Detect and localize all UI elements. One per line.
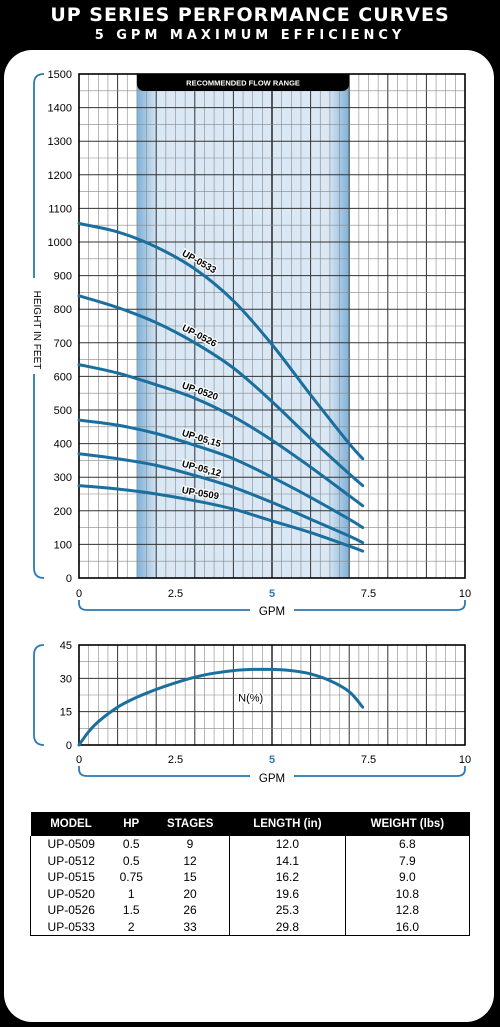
- table-row: UP-0533 2 33 29.8 16.0: [30, 918, 471, 936]
- column-header: WEIGHT (lbs): [345, 812, 470, 836]
- band-label-tab: [136, 74, 350, 91]
- table-cell: 2: [111, 918, 151, 936]
- column-header: LENGTH (in): [229, 812, 346, 836]
- bottom-x-tick-label: 2.5: [168, 754, 183, 766]
- table-row: UP-0515 0.75 15 16.2 9.0: [30, 869, 471, 886]
- table-cell: 10.8: [345, 885, 471, 902]
- table-row: UP-0512 0.5 12 14.1 7.9: [30, 852, 471, 869]
- top-y-label-bg: [28, 278, 40, 374]
- top-y-tick-label: 400: [54, 439, 72, 451]
- top-y-tick-label: 0: [66, 573, 72, 585]
- efficiency-curve: [77, 667, 365, 747]
- top-y-tick-label: 300: [54, 472, 72, 484]
- top-y-tick-label: 500: [54, 405, 72, 417]
- top-y-tick-label: 1200: [48, 170, 72, 182]
- page-title: UP SERIES PERFORMANCE CURVES: [50, 4, 450, 26]
- table-cell: UP-0515: [30, 869, 112, 886]
- table-cell: 29.8: [229, 918, 346, 936]
- top-y-tick-label: 100: [54, 539, 72, 551]
- bottom-y-bracket: [33, 644, 45, 746]
- table-cell: 0.5: [122, 837, 140, 852]
- top-x-tick-label: 2.5: [168, 588, 183, 600]
- band-label: RECOMMENDED FLOW RANGE: [186, 79, 300, 88]
- spec-table-header: MODEL HP STAGES LENGTH (in) WEIGHT (lbs): [30, 812, 470, 836]
- table-cell: UP-0512: [30, 852, 112, 869]
- table-cell: 0.75: [119, 870, 143, 885]
- table-cell: UP-0520: [30, 885, 112, 902]
- table-cell: UP-0509: [30, 836, 112, 853]
- curve-up-0520: [77, 363, 365, 508]
- bottom-y-tick-label: 0: [66, 740, 72, 752]
- top-y-tick-label: 900: [54, 271, 72, 283]
- bottom-y-tick-label: 45: [60, 640, 72, 652]
- bottom-plot-frame: [78, 644, 466, 746]
- column-header: MODEL: [30, 812, 112, 836]
- table-cell: 20: [183, 886, 197, 901]
- bottom-x-label-bg: [250, 770, 294, 782]
- top-y-tick-label: 1100: [48, 203, 72, 215]
- top-y-tick-label: 600: [54, 371, 72, 383]
- top-y-tick-label: 1300: [48, 136, 72, 148]
- bottom-x-tick-label: 10: [459, 754, 471, 766]
- top-y-tick-label: 700: [54, 338, 72, 350]
- table-cell: 1.5: [122, 903, 140, 918]
- top-x-axis-label: GPM: [259, 606, 285, 618]
- table-cell: 19.6: [229, 885, 346, 902]
- table-cell: 12: [183, 853, 197, 868]
- table-cell: 0.5: [122, 853, 140, 868]
- table-cell: 25.3: [229, 902, 346, 919]
- efficiency-curve-label: N(%): [238, 692, 263, 704]
- bottom-x-axis-label: GPM: [259, 773, 285, 785]
- table-cell: 16.0: [345, 918, 471, 936]
- top-y-axis-label: HEIGHT IN FEET: [31, 291, 42, 370]
- top-y-tick-label: 1400: [48, 103, 72, 115]
- spec-table-body: UP-0509 0.5 9 12.0 6.8 UP-0512 0.5 12 14.1 7.9 UP-…: [30, 836, 471, 936]
- table-cell: 16.2: [229, 869, 346, 886]
- table-cell: 1: [127, 886, 135, 901]
- curve-up-05-12: [77, 452, 365, 545]
- table-cell: UP-0526: [30, 902, 112, 919]
- column-header: HP: [111, 812, 151, 836]
- bottom-y-tick-label: 15: [60, 707, 72, 719]
- page-subtitle: 5 GPM MAXIMUM EFFICIENCY: [94, 28, 406, 43]
- top-y-tick-label: 800: [54, 304, 72, 316]
- table-cell: 7.9: [345, 852, 471, 869]
- curve-up-0526: [77, 294, 365, 488]
- top-x-tick-label: 7.5: [361, 588, 376, 600]
- spec-table: MODEL HP STAGES LENGTH (in) WEIGHT (lbs) UP-…: [30, 812, 471, 936]
- table-row: UP-0509 0.5 9 12.0 6.8: [30, 836, 471, 853]
- table-cell: 12.0: [229, 836, 346, 853]
- table-row: UP-0526 1.5 26 25.3 12.8: [30, 902, 471, 919]
- table-cell: 14.1: [229, 852, 346, 869]
- curve-up-05-15: [77, 418, 365, 530]
- bottom-x-tick-label: 5: [269, 754, 275, 766]
- bottom-x-tick-label: 0: [76, 754, 82, 766]
- table-cell: 9: [186, 837, 194, 852]
- top-y-tick-label: 1000: [48, 237, 72, 249]
- table-cell: 33: [151, 918, 230, 936]
- curve-up-0533: [77, 222, 365, 461]
- table-row: UP-0520 1 20 19.6 10.8: [30, 885, 471, 902]
- top-x-label-bg: [250, 604, 294, 616]
- table-cell: 6.8: [345, 836, 471, 853]
- curve-up-0509: [77, 484, 365, 553]
- table-cell: UP-0533: [30, 918, 112, 936]
- table-cell: 15: [183, 870, 197, 885]
- top-x-tick-label: 5: [269, 588, 275, 600]
- top-y-tick-label: 1500: [48, 69, 72, 81]
- top-x-tick-label: 0: [76, 588, 82, 600]
- table-cell: 12.8: [345, 902, 471, 919]
- top-y-tick-label: 200: [54, 506, 72, 518]
- bottom-x-tick-label: 7.5: [361, 754, 376, 766]
- table-cell: 9.0: [345, 869, 471, 886]
- table-cell: 26: [183, 903, 197, 918]
- column-header: STAGES: [151, 812, 230, 836]
- bottom-y-tick-label: 30: [60, 673, 72, 685]
- top-x-tick-label: 10: [459, 588, 471, 600]
